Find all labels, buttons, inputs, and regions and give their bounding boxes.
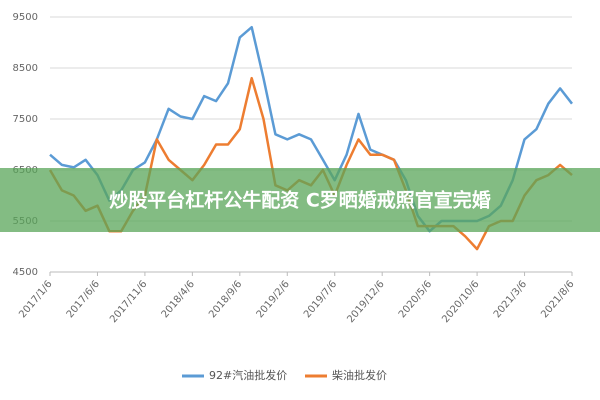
x-tick-label: 2020/5/6 [397,279,434,320]
x-tick-label: 2018/9/6 [207,279,244,320]
y-tick-label: 9500 [13,12,38,23]
y-tick-label: 7500 [13,114,38,125]
x-tick-label: 2018/4/6 [160,279,197,320]
banner-text: 炒股平台杠杆公牛配资 C罗晒婚戒照官宣完婚 [109,189,491,212]
x-tick-label: 2017/11/6 [108,279,149,325]
legend-text: 92#汽油批发价 [209,368,287,382]
x-tick-label: 2017/1/6 [17,279,54,320]
x-tick-label: 2019/7/6 [302,279,339,320]
x-tick-label: 2020/10/6 [440,279,481,325]
legend-text: 柴油批发价 [332,368,387,382]
y-tick-label: 8500 [13,63,38,74]
banner [0,168,600,232]
x-tick-label: 2021/3/6 [492,279,529,320]
x-tick-label: 2019/12/6 [345,279,386,325]
x-tick-label: 2017/6/6 [65,279,102,320]
x-tick-label: 2021/8/6 [539,279,576,320]
y-tick-label: 4500 [13,267,38,278]
x-tick-label: 2019/2/6 [255,279,292,320]
